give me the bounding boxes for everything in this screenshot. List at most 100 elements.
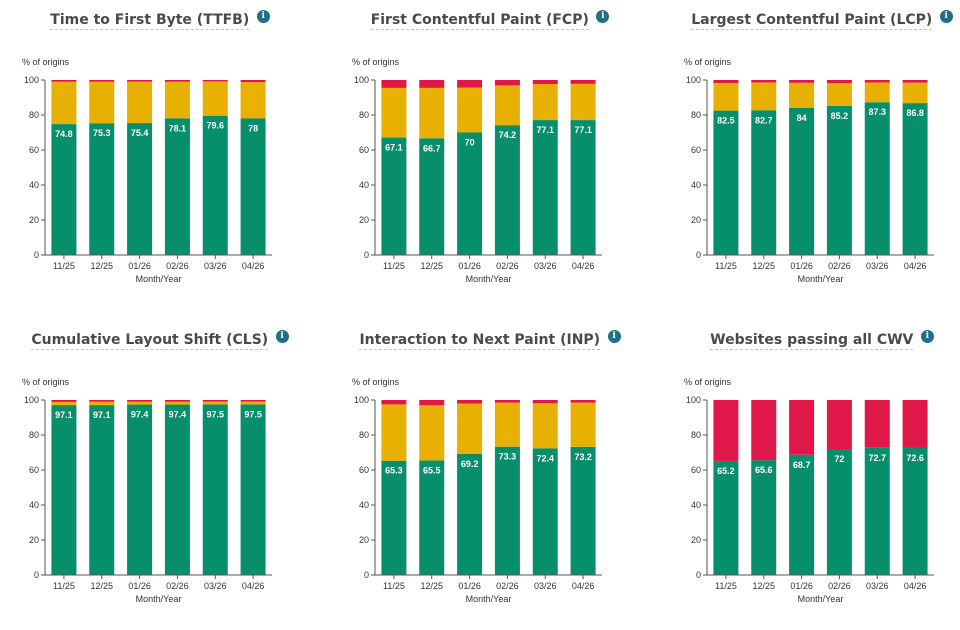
y-tick-label: 80 xyxy=(359,110,369,120)
y-tick-label: 80 xyxy=(29,110,39,120)
x-tick-label: 04/26 xyxy=(904,261,927,271)
bar-segment-good xyxy=(532,120,558,255)
bar-segment-good xyxy=(202,404,228,575)
chart-header: Cumulative Layout Shift (CLS) i xyxy=(0,330,320,350)
bar-value-label: 66.7 xyxy=(423,143,441,153)
bar-segment-needs-improvement xyxy=(494,85,520,126)
bar-segment-good xyxy=(164,118,190,255)
x-tick-label: 11/25 xyxy=(383,581,405,591)
bar-segment-needs-improvement xyxy=(713,82,739,111)
y-tick-label: 60 xyxy=(359,465,369,475)
chart-header: Time to First Byte (TTFB) i xyxy=(0,10,320,30)
bar-segment-poor xyxy=(789,400,815,455)
bar-segment-needs-improvement xyxy=(240,401,266,405)
info-icon[interactable]: i xyxy=(939,10,953,23)
bar-segment-poor xyxy=(826,80,852,84)
bar-segment-good xyxy=(381,460,407,575)
bar-segment-poor xyxy=(127,80,153,82)
bar-value-label: 72.6 xyxy=(906,453,924,463)
x-tick-label: 01/26 xyxy=(128,581,151,591)
chart-title[interactable]: Largest Contentful Paint (LCP) xyxy=(691,12,933,30)
bar-segment-needs-improvement xyxy=(381,87,407,138)
x-tick-label: 03/26 xyxy=(204,261,227,271)
bar-segment-poor xyxy=(713,400,739,461)
bar-segment-good xyxy=(89,405,115,575)
bar-value-label: 82.7 xyxy=(755,115,773,125)
bar-segment-poor xyxy=(51,400,77,402)
bar-segment-poor xyxy=(51,80,77,82)
x-axis-label: Month/Year xyxy=(136,594,182,604)
bar-segment-needs-improvement xyxy=(751,82,777,111)
y-tick-label: 20 xyxy=(359,535,369,545)
chart-title[interactable]: First Contentful Paint (FCP) xyxy=(370,12,589,30)
bar-value-label: 72.7 xyxy=(868,453,886,463)
bar-segment-poor xyxy=(494,400,520,403)
bar-value-label: 72 xyxy=(834,454,844,464)
bar-segment-needs-improvement xyxy=(494,402,520,447)
bar-segment-good xyxy=(789,454,815,575)
info-icon[interactable]: i xyxy=(920,330,934,343)
x-tick-label: 12/25 xyxy=(752,581,775,591)
y-tick-label: 0 xyxy=(696,250,701,260)
bar-segment-good xyxy=(864,447,890,575)
bar-segment-good xyxy=(494,446,520,575)
chart-header: Interaction to Next Paint (INP) i xyxy=(330,330,650,350)
bar-segment-poor xyxy=(713,80,739,83)
info-icon[interactable]: i xyxy=(275,330,289,343)
bar-segment-needs-improvement xyxy=(902,82,928,104)
bar-segment-poor xyxy=(89,400,115,402)
info-icon[interactable]: i xyxy=(596,10,610,23)
x-tick-label: 12/25 xyxy=(420,261,443,271)
x-axis-label: Month/Year xyxy=(798,274,844,284)
bar-segment-needs-improvement xyxy=(419,405,445,461)
bar-segment-poor xyxy=(751,80,777,83)
y-tick-label: 0 xyxy=(34,570,39,580)
chart-panel-inp: Interaction to Next Paint (INP) i % of o… xyxy=(330,320,650,630)
x-tick-label: 11/25 xyxy=(383,261,405,271)
bar-segment-needs-improvement xyxy=(240,82,266,119)
bar-segment-poor xyxy=(202,80,228,82)
y-tick-label: 80 xyxy=(691,110,701,120)
bar-segment-good xyxy=(713,460,739,575)
chart-title[interactable]: Interaction to Next Paint (INP) xyxy=(359,332,601,350)
chart-plot: % of origins 0 20 40 60 80 100 74.8 11/25 75.3 12/… xyxy=(22,57,272,284)
bar-segment-needs-improvement xyxy=(89,81,115,124)
x-axis-label: Month/Year xyxy=(798,594,844,604)
x-tick-label: 02/26 xyxy=(828,261,851,271)
bar-segment-needs-improvement xyxy=(570,402,596,447)
y-axis-label: % of origins xyxy=(22,377,70,387)
info-icon[interactable]: i xyxy=(607,330,621,343)
bar-value-label: 74.8 xyxy=(55,129,73,139)
x-tick-label: 01/26 xyxy=(790,581,813,591)
bar-segment-needs-improvement xyxy=(570,83,596,121)
bar-segment-good xyxy=(826,105,852,256)
bar-segment-good xyxy=(51,405,77,575)
info-icon[interactable]: i xyxy=(256,10,270,23)
chart-title[interactable]: Cumulative Layout Shift (CLS) xyxy=(31,332,269,350)
bar-value-label: 78.1 xyxy=(169,123,187,133)
x-tick-label: 01/26 xyxy=(458,581,481,591)
bar-segment-poor xyxy=(864,80,890,83)
chart-plot: % of origins 0 20 40 60 80 100 65.3 11/25 65.5 12/… xyxy=(352,377,602,604)
bar-segment-good xyxy=(826,449,852,575)
bar-segment-needs-improvement xyxy=(532,403,558,449)
bar-segment-poor xyxy=(381,400,407,405)
bar-value-label: 69.2 xyxy=(461,459,479,469)
bar-value-label: 65.6 xyxy=(755,465,773,475)
x-tick-label: 01/26 xyxy=(128,261,151,271)
chart-title[interactable]: Time to First Byte (TTFB) xyxy=(50,12,250,30)
bar-segment-good xyxy=(713,110,739,255)
bar-segment-good xyxy=(127,404,153,575)
y-tick-label: 40 xyxy=(691,180,701,190)
bar-segment-good xyxy=(240,404,266,575)
x-tick-label: 04/26 xyxy=(572,261,595,271)
y-tick-label: 80 xyxy=(29,430,39,440)
x-tick-label: 03/26 xyxy=(204,581,227,591)
bar-segment-poor xyxy=(127,400,153,402)
chart-panel-lcp: Largest Contentful Paint (LCP) i % of or… xyxy=(662,0,960,310)
bar-segment-good xyxy=(381,137,407,255)
y-tick-label: 100 xyxy=(354,75,369,85)
y-tick-label: 60 xyxy=(691,465,701,475)
bar-segment-needs-improvement xyxy=(202,81,228,116)
chart-title[interactable]: Websites passing all CWV xyxy=(710,332,914,350)
